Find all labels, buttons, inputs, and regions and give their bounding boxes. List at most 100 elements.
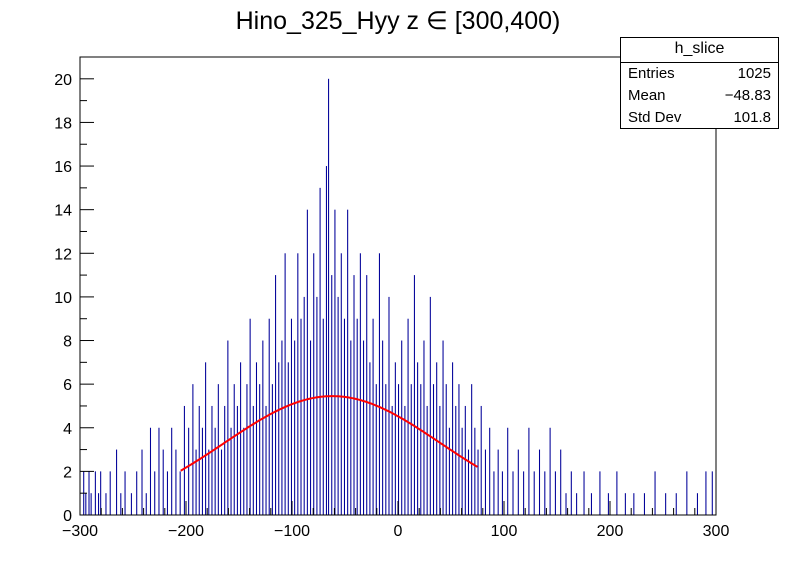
- y-tick-label: 16: [54, 159, 72, 176]
- histogram-bar: [439, 405, 441, 515]
- y-tick-label: 18: [54, 115, 72, 132]
- histogram-bar: [452, 362, 454, 515]
- x-tick-label: 100: [491, 523, 518, 540]
- histogram-bar: [154, 471, 156, 515]
- histogram-bar: [211, 405, 213, 515]
- histogram-bar: [359, 253, 361, 516]
- histogram-bar: [471, 384, 473, 515]
- histogram-bar: [378, 253, 380, 516]
- stats-value: 1025: [737, 65, 771, 82]
- histogram-bar: [325, 166, 327, 516]
- histogram-bar: [432, 384, 435, 515]
- histogram-bar: [538, 449, 541, 515]
- histogram-bar: [249, 318, 251, 515]
- histogram-bar: [401, 340, 403, 515]
- histogram-bar: [94, 471, 96, 515]
- stats-histogram-name: h_slice: [621, 38, 778, 63]
- histogram-bar: [240, 362, 242, 515]
- y-tick-label: 10: [54, 290, 72, 307]
- histogram-bar: [227, 340, 229, 515]
- histogram-bar: [340, 253, 342, 516]
- histogram-bar: [512, 471, 514, 515]
- histogram-bar: [243, 427, 245, 515]
- y-tick-label: 12: [54, 246, 72, 263]
- x-tick-label: 200: [597, 523, 624, 540]
- histogram-bar: [313, 253, 315, 516]
- histogram-bar: [90, 493, 92, 515]
- histogram-bar: [337, 296, 339, 515]
- histogram-bar: [141, 449, 143, 515]
- stats-value: −48.83: [724, 87, 771, 104]
- histogram-bar: [696, 493, 698, 515]
- x-tick-label: 300: [703, 523, 730, 540]
- stats-row-mean: Mean −48.83: [621, 85, 778, 107]
- histogram-bar: [300, 318, 302, 515]
- histogram-bar: [517, 449, 519, 515]
- histogram-bar: [429, 296, 431, 515]
- histogram-bar: [236, 405, 238, 515]
- histogram-bar: [287, 362, 289, 515]
- histogram-bar: [262, 340, 264, 515]
- histogram-bar: [278, 362, 280, 515]
- histogram-bar: [195, 449, 197, 515]
- histogram-bar: [607, 493, 609, 515]
- histogram-bar: [246, 384, 248, 515]
- histogram-bar: [85, 493, 87, 515]
- histogram-bar: [665, 493, 667, 515]
- histogram-bar: [474, 427, 476, 515]
- histogram-bar: [458, 384, 460, 515]
- histogram-bar: [576, 493, 578, 515]
- histogram-bar: [353, 275, 355, 515]
- histogram-bar: [382, 340, 384, 515]
- y-tick-label: 14: [54, 203, 72, 220]
- histogram-bar: [570, 471, 572, 515]
- chart-title: Hino_325_Hyy z ∈ [300,400): [235, 7, 561, 35]
- histogram-bar: [275, 275, 277, 515]
- histogram-bar: [467, 449, 470, 515]
- histogram-bar: [413, 275, 415, 515]
- stats-row-stddev: Std Dev 101.8: [621, 107, 778, 129]
- y-tick-label: 6: [63, 377, 72, 394]
- histogram-bar: [477, 449, 479, 515]
- histogram-bar: [255, 362, 258, 515]
- histogram-bar: [420, 384, 422, 515]
- histogram-bar: [394, 362, 396, 515]
- histogram-bar: [284, 253, 286, 516]
- histogram-bar: [88, 471, 90, 515]
- histogram-bar: [489, 427, 491, 515]
- histogram-bar: [363, 340, 365, 515]
- histogram-bar: [331, 275, 333, 515]
- histogram-bar: [404, 405, 406, 515]
- histogram-bar: [208, 449, 210, 515]
- histogram-bars: [83, 78, 713, 516]
- histogram-bar: [388, 296, 390, 515]
- histogram-bar: [334, 209, 336, 515]
- histogram-bar: [109, 471, 111, 515]
- y-tick-label: 0: [63, 508, 72, 525]
- histogram-bar: [105, 493, 107, 515]
- histogram-bar: [654, 471, 656, 515]
- histogram-bar: [426, 405, 428, 515]
- y-tick-label: 4: [63, 421, 72, 438]
- histogram-bar: [493, 471, 495, 515]
- histogram-bar: [120, 493, 122, 515]
- histogram-bar: [347, 209, 349, 515]
- histogram-bar: [398, 384, 400, 515]
- histogram-bar: [480, 405, 482, 515]
- y-axis: 0 2 4 6 8 10 12 14 16 18 20: [54, 56, 94, 525]
- stats-label: Std Dev: [628, 109, 682, 126]
- histogram-bar: [410, 384, 412, 515]
- histogram-bar: [448, 427, 450, 515]
- histogram-bar: [265, 405, 267, 515]
- histogram-bar: [407, 318, 409, 515]
- histogram-bar: [98, 493, 100, 515]
- histogram-bar: [385, 384, 387, 515]
- histogram-bar: [686, 471, 688, 515]
- histogram-bar: [497, 449, 499, 515]
- histogram-bar: [319, 187, 321, 515]
- histogram-bar: [436, 362, 438, 515]
- histogram-bar: [124, 471, 126, 515]
- histogram-bar: [281, 340, 283, 515]
- histogram-bar: [224, 405, 226, 515]
